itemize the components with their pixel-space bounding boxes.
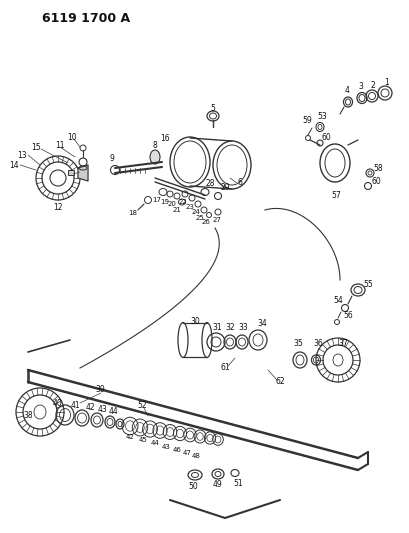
- Text: 30: 30: [190, 318, 200, 327]
- Text: 26: 26: [201, 219, 210, 225]
- Text: 57: 57: [330, 190, 340, 199]
- Text: 42: 42: [125, 434, 134, 440]
- Text: 5: 5: [210, 103, 215, 112]
- Text: 59: 59: [301, 116, 311, 125]
- Text: 27: 27: [212, 217, 221, 223]
- Text: 6: 6: [237, 177, 242, 187]
- Text: 45: 45: [138, 437, 147, 443]
- Text: 46: 46: [172, 447, 181, 453]
- Text: 16: 16: [160, 133, 169, 142]
- Text: 51: 51: [233, 480, 242, 489]
- Text: 55: 55: [362, 279, 372, 288]
- Text: 25: 25: [195, 215, 204, 221]
- Polygon shape: [78, 165, 88, 181]
- Bar: [68, 170, 74, 175]
- Text: 32: 32: [225, 324, 234, 333]
- Text: 36: 36: [312, 340, 322, 349]
- Text: 10: 10: [67, 133, 76, 141]
- Text: 2: 2: [370, 80, 375, 90]
- Ellipse shape: [150, 150, 160, 164]
- Text: 21: 21: [172, 207, 181, 213]
- Text: 35: 35: [292, 340, 302, 349]
- Text: 61: 61: [220, 364, 229, 373]
- Text: 17: 17: [152, 197, 161, 203]
- Text: 52: 52: [137, 400, 146, 409]
- Text: 50: 50: [188, 482, 198, 491]
- Text: 44: 44: [109, 408, 119, 416]
- Text: 48: 48: [191, 453, 200, 459]
- Text: 15: 15: [31, 142, 41, 151]
- Text: 23: 23: [185, 204, 194, 210]
- Text: 60: 60: [320, 133, 330, 141]
- Text: 33: 33: [238, 324, 247, 333]
- Text: 43: 43: [98, 406, 108, 415]
- Text: 42: 42: [85, 403, 94, 413]
- Text: 8: 8: [152, 141, 157, 149]
- Text: 19: 19: [160, 199, 169, 205]
- Text: 38: 38: [23, 410, 33, 419]
- Text: 12: 12: [53, 203, 63, 212]
- Text: 44: 44: [150, 440, 159, 446]
- Text: 14: 14: [9, 160, 19, 169]
- Text: 24: 24: [191, 209, 200, 215]
- Text: 22: 22: [178, 199, 187, 205]
- Text: 13: 13: [17, 150, 27, 159]
- Text: 53: 53: [316, 111, 326, 120]
- Text: 6119 1700 A: 6119 1700 A: [42, 12, 130, 25]
- Text: 9: 9: [109, 154, 114, 163]
- Text: 54: 54: [332, 295, 342, 304]
- Text: 39: 39: [95, 385, 105, 394]
- Text: 43: 43: [161, 444, 170, 450]
- Text: 40: 40: [53, 399, 63, 408]
- Text: 20: 20: [167, 201, 176, 207]
- Text: 3: 3: [358, 82, 362, 91]
- Text: 4: 4: [344, 85, 348, 94]
- Text: 58: 58: [372, 164, 382, 173]
- Text: 29: 29: [220, 182, 229, 191]
- Text: 11: 11: [55, 141, 65, 149]
- Text: 1: 1: [384, 77, 389, 86]
- Text: 34: 34: [256, 319, 266, 327]
- Text: 56: 56: [342, 311, 352, 320]
- Text: 60: 60: [370, 176, 380, 185]
- Text: 28: 28: [205, 179, 214, 188]
- Text: 31: 31: [212, 322, 221, 332]
- Text: 18: 18: [128, 210, 137, 216]
- Text: 49: 49: [213, 481, 222, 489]
- Text: 47: 47: [182, 450, 191, 456]
- Text: 41: 41: [70, 401, 80, 410]
- Text: 62: 62: [274, 377, 284, 386]
- Text: 37: 37: [337, 340, 347, 349]
